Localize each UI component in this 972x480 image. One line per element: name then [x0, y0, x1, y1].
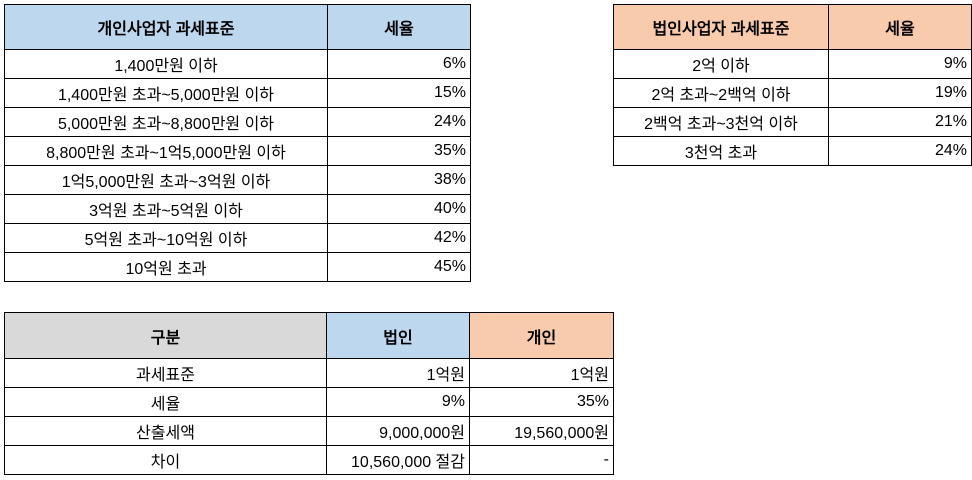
- corporate-value-cell: 10,560,000 절감: [326, 445, 470, 475]
- table-row: 과세표준 1억원 1억원: [4, 358, 614, 388]
- corporate-value-cell: 1억원: [326, 358, 470, 388]
- category-cell: 세율: [4, 387, 327, 417]
- individual-header: 개인: [469, 312, 614, 359]
- tax-base-cell: 1,400만원 초과~5,000만원 이하: [4, 78, 328, 108]
- tax-rate-cell: 45%: [327, 252, 471, 282]
- individual-value-cell: 35%: [469, 387, 614, 417]
- tax-rate-cell: 35%: [327, 136, 471, 166]
- tax-rate-cell: 15%: [327, 78, 471, 108]
- tax-rate-header: 세율: [327, 4, 471, 50]
- corporate-value-cell: 9%: [326, 387, 470, 417]
- individual-value-cell: -: [469, 445, 614, 475]
- tax-rate-cell: 9%: [828, 49, 972, 79]
- table-row: 3억원 초과~5억원 이하 40%: [4, 194, 471, 224]
- tax-base-cell: 10억원 초과: [4, 252, 328, 282]
- tax-rate-cell: 24%: [327, 107, 471, 137]
- tax-base-cell: 8,800만원 초과~1억5,000만원 이하: [4, 136, 328, 166]
- tax-base-cell: 3억원 초과~5억원 이하: [4, 194, 328, 224]
- category-cell: 산출세액: [4, 416, 327, 446]
- individual-value-cell: 19,560,000원: [469, 416, 614, 446]
- category-cell: 차이: [4, 445, 327, 475]
- tax-rate-cell: 6%: [327, 49, 471, 79]
- table-row: 1,400만원 초과~5,000만원 이하 15%: [4, 78, 471, 108]
- table-row: 10억원 초과 45%: [4, 252, 471, 282]
- table-row: 5억원 초과~10억원 이하 42%: [4, 223, 471, 253]
- tax-rate-cell: 40%: [327, 194, 471, 224]
- tax-rate-cell: 24%: [828, 136, 972, 166]
- table-header-row: 법인사업자 과세표준 세율: [613, 4, 972, 50]
- table-row: 1억5,000만원 초과~3억원 이하 38%: [4, 165, 471, 195]
- table-row: 차이 10,560,000 절감 -: [4, 445, 614, 475]
- table-row: 5,000만원 초과~8,800만원 이하 24%: [4, 107, 471, 137]
- corporate-value-cell: 9,000,000원: [326, 416, 470, 446]
- corporate-header: 법인: [326, 312, 470, 359]
- tax-rate-cell: 19%: [828, 78, 972, 108]
- tax-base-cell: 1억5,000만원 초과~3억원 이하: [4, 165, 328, 195]
- comparison-table: 구분 법인 개인 과세표준 1억원 1억원 세율 9% 35% 산출세액 9,000,00…: [4, 312, 614, 475]
- table-row: 1,400만원 이하 6%: [4, 49, 471, 79]
- tax-rate-cell: 38%: [327, 165, 471, 195]
- table-row: 2백억 초과~3천억 이하 21%: [613, 107, 972, 137]
- category-header: 구분: [4, 312, 327, 359]
- table-row: 2억 초과~2백억 이하 19%: [613, 78, 972, 108]
- table-row: 8,800만원 초과~1억5,000만원 이하 35%: [4, 136, 471, 166]
- tax-rate-cell: 42%: [327, 223, 471, 253]
- table-header-row: 구분 법인 개인: [4, 312, 614, 359]
- tax-rate-header: 세율: [828, 4, 972, 50]
- individual-value-cell: 1억원: [469, 358, 614, 388]
- tax-base-cell: 5,000만원 초과~8,800만원 이하: [4, 107, 328, 137]
- tax-base-cell: 3천억 초과: [613, 136, 829, 166]
- tax-base-cell: 2억 초과~2백억 이하: [613, 78, 829, 108]
- category-cell: 과세표준: [4, 358, 327, 388]
- individual-tax-base-header: 개인사업자 과세표준: [4, 4, 328, 50]
- table-row: 산출세액 9,000,000원 19,560,000원: [4, 416, 614, 446]
- table-header-row: 개인사업자 과세표준 세율: [4, 4, 471, 50]
- table-row: 3천억 초과 24%: [613, 136, 972, 166]
- tax-base-cell: 2백억 초과~3천억 이하: [613, 107, 829, 137]
- tax-base-cell: 5억원 초과~10억원 이하: [4, 223, 328, 253]
- individual-tax-rate-table: 개인사업자 과세표준 세율 1,400만원 이하 6% 1,400만원 초과~5,…: [4, 4, 471, 282]
- corporate-tax-rate-table: 법인사업자 과세표준 세율 2억 이하 9% 2억 초과~2백억 이하 19% 2백…: [613, 4, 972, 166]
- tax-base-cell: 1,400만원 이하: [4, 49, 328, 79]
- corporate-tax-base-header: 법인사업자 과세표준: [613, 4, 829, 50]
- table-row: 2억 이하 9%: [613, 49, 972, 79]
- tax-rate-cell: 21%: [828, 107, 972, 137]
- tax-base-cell: 2억 이하: [613, 49, 829, 79]
- table-row: 세율 9% 35%: [4, 387, 614, 417]
